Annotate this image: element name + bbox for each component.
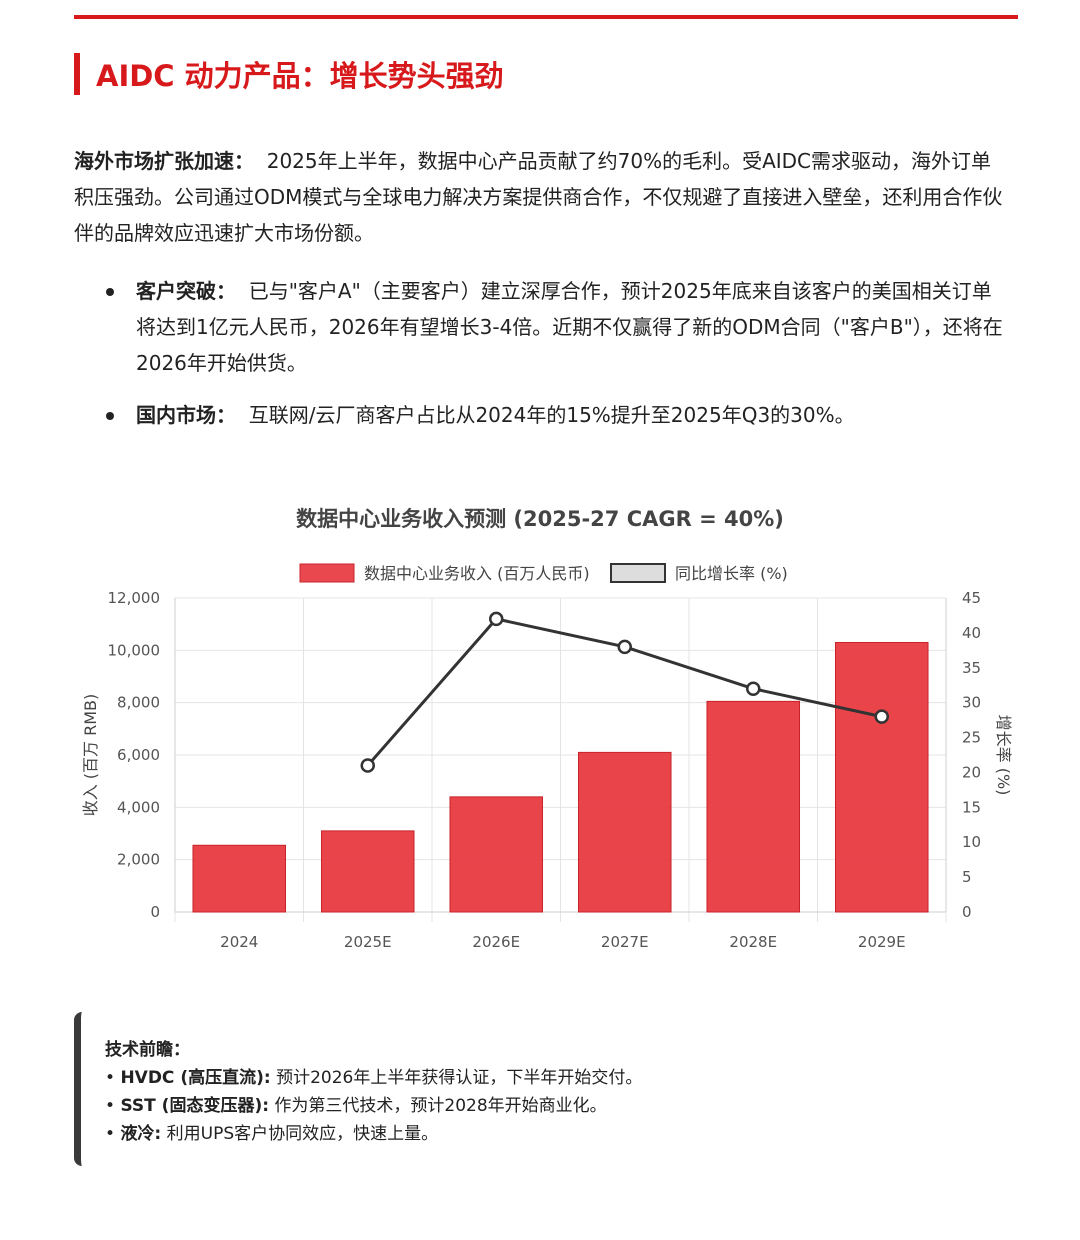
y2-tick-label: 45 — [962, 589, 981, 607]
y-axis-title: 收入 (百万 RMB) — [81, 694, 100, 817]
tech-item-text: 利用UPS客户协同效应，快速上量。 — [166, 1124, 439, 1144]
x-tick-label: 2029E — [858, 933, 906, 951]
growth-point — [360, 758, 375, 773]
chart-svg: 数据中心业务收入预测 (2025-27 CAGR = 40%) 数据中心业务收入 … — [81, 507, 1013, 951]
legend-swatch-revenue — [299, 563, 355, 583]
bullet-label: 国内市场： — [136, 403, 236, 427]
growth-point — [617, 639, 632, 655]
y2-tick-label: 30 — [962, 694, 981, 712]
section-header: AIDC 动力产品：增长势头强劲 — [74, 52, 504, 96]
growth-point — [489, 611, 504, 627]
y2-tick-label: 25 — [962, 729, 981, 747]
bullet-list: 客户突破： 已与"客户A"（主要客户）建立深厚合作，预计2025年底来自该客户的… — [74, 273, 1010, 449]
tech-item-label: 液冷: — [120, 1124, 162, 1144]
bullet-text: 互联网/云厂商客户占比从2024年的15%提升至2025年Q3的30%。 — [248, 403, 855, 427]
overseas-text: 2025年上半年，数据中心产品贡献了约70%的毛利。受AIDC需求驱动，海外订单… — [74, 149, 1003, 245]
y2-tick-label: 40 — [962, 624, 981, 642]
bullet-text: 已与"客户A"（主要客户）建立深厚合作，预计2025年底来自该客户的美国相关订单… — [136, 279, 1003, 375]
growth-point — [746, 681, 761, 696]
y-tick-label: 8,000 — [117, 694, 160, 712]
x-tick-label: 2024 — [220, 933, 258, 951]
x-tick-label: 2027E — [601, 933, 649, 951]
tech-item: • SST (固态变压器): 作为第三代技术，预计2028年开始商业化。 — [105, 1096, 607, 1116]
legend-label-revenue: 数据中心业务收入 (百万人民币) — [364, 564, 590, 583]
y2-tick-label: 20 — [962, 763, 981, 781]
y2-tick-label: 0 — [962, 903, 972, 921]
y2-tick-label: 10 — [962, 833, 981, 851]
tech-item-text: 预计2026年上半年获得认证，下半年开始交付。 — [276, 1068, 643, 1088]
legend-swatch-growth — [610, 563, 666, 583]
x-tick-label: 2026E — [472, 933, 520, 951]
bar-revenue — [449, 796, 544, 913]
tech-item: • HVDC (高压直流): 预计2026年上半年获得认证，下半年开始交付。 — [105, 1068, 643, 1088]
page-title: AIDC 动力产品：增长势头强劲 — [96, 59, 504, 93]
x-tick-label: 2025E — [344, 933, 392, 951]
bar-revenue — [834, 641, 929, 913]
bar-revenue — [320, 830, 415, 913]
y-tick-label: 4,000 — [117, 798, 160, 816]
y-tick-label: 0 — [150, 903, 160, 921]
growth-point — [874, 709, 889, 724]
tech-outlook-box: 技术前瞻： • HVDC (高压直流): 预计2026年上半年获得认证，下半年开… — [74, 1012, 981, 1166]
title-accent-bar — [74, 53, 80, 95]
y-tick-label: 2,000 — [117, 851, 160, 869]
y2-axis-title: 增长率 (%) — [994, 715, 1013, 796]
tech-item: • 液冷: 利用UPS客户协同效应，快速上量。 — [105, 1124, 439, 1144]
bullet-label: 客户突破： — [136, 279, 236, 303]
bar-revenue — [577, 751, 672, 913]
tech-item-text: 作为第三代技术，预计2028年开始商业化。 — [274, 1096, 607, 1116]
overseas-paragraph: 海外市场扩张加速： 2025年上半年，数据中心产品贡献了约70%的毛利。受AID… — [74, 143, 1010, 251]
bullet-dot — [106, 288, 114, 296]
tech-title: 技术前瞻： — [105, 1040, 190, 1060]
list-item: 客户突破： 已与"客户A"（主要客户）建立深厚合作，预计2025年底来自该客户的… — [74, 273, 1010, 381]
y-tick-label: 12,000 — [108, 589, 161, 607]
top-divider — [74, 15, 1018, 19]
chart-title: 数据中心业务收入预测 (2025-27 CAGR = 40%) — [296, 507, 784, 531]
y2-tick-label: 35 — [962, 659, 981, 677]
legend-label-growth: 同比增长率 (%) — [675, 564, 788, 583]
tech-item-label: SST (固态变压器): — [120, 1096, 270, 1116]
tech-item-label: HVDC (高压直流): — [120, 1068, 271, 1088]
y2-tick-label: 15 — [962, 798, 981, 816]
y2-tick-label: 5 — [962, 868, 972, 886]
revenue-chart: 数据中心业务收入预测 (2025-27 CAGR = 40%) 数据中心业务收入 … — [0, 490, 1080, 970]
x-tick-label: 2028E — [729, 933, 777, 951]
y-tick-label: 6,000 — [117, 746, 160, 764]
list-item: 国内市场： 互联网/云厂商客户占比从2024年的15%提升至2025年Q3的30… — [74, 397, 1010, 433]
bar-revenue — [706, 700, 801, 913]
y-tick-label: 10,000 — [108, 641, 161, 659]
bullet-dot — [106, 412, 114, 420]
overseas-label: 海外市场扩张加速： — [74, 149, 254, 173]
bar-revenue — [192, 844, 287, 913]
